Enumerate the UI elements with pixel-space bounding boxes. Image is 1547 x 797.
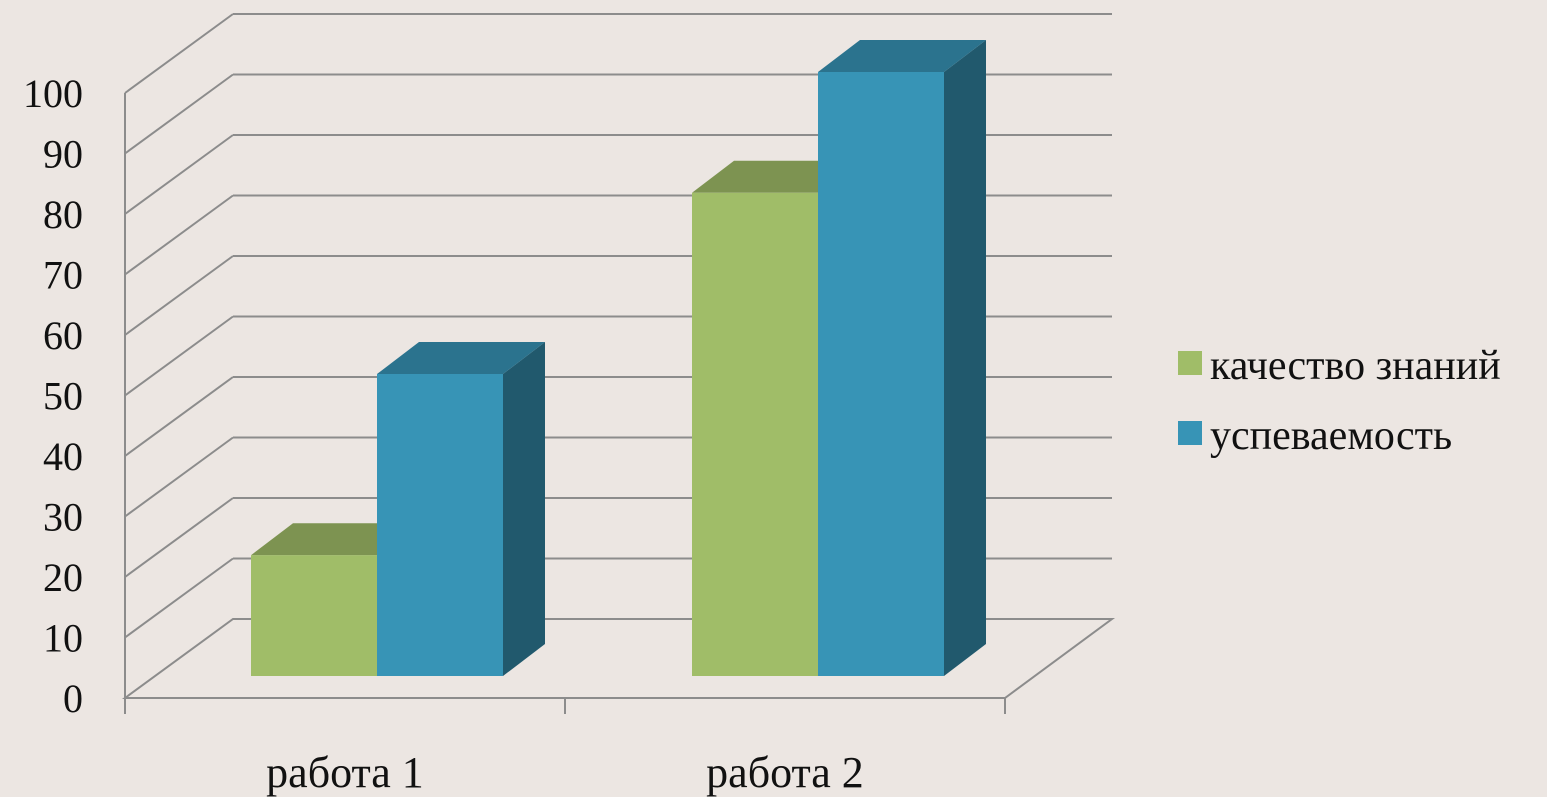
legend-swatch <box>1178 351 1202 375</box>
x-axis-labels: работа 1 работа 2 <box>266 748 864 797</box>
floor <box>121 618 1116 699</box>
bar-front <box>692 192 818 677</box>
y-tick-label: 20 <box>43 555 83 600</box>
bar-front <box>818 72 944 676</box>
y-tick-label: 0 <box>63 676 83 721</box>
y-tick-label: 70 <box>43 253 83 298</box>
bar-front <box>377 374 503 676</box>
legend-label: успеваемость <box>1210 413 1452 459</box>
bar-progress-2 <box>818 40 986 676</box>
bar-top <box>818 40 986 72</box>
x-category-label: работа 1 <box>266 748 424 797</box>
gridline-side <box>124 436 234 518</box>
legend: качество знаний успеваемость <box>1178 343 1501 459</box>
legend-label: качество знаний <box>1210 343 1501 389</box>
y-tick-label: 60 <box>43 313 83 358</box>
x-category-label: работа 2 <box>706 748 864 797</box>
bar-progress-1 <box>377 342 545 676</box>
gridline-side <box>124 73 234 155</box>
y-tick-label: 100 <box>23 71 83 116</box>
gridline-side <box>124 376 234 457</box>
bars <box>251 40 986 677</box>
bar-side <box>503 342 545 676</box>
gridline-side <box>124 134 234 215</box>
gridline-side <box>124 194 234 276</box>
gridline-side <box>124 497 234 578</box>
gridline-side <box>124 315 234 397</box>
y-tick-label: 30 <box>43 495 83 540</box>
bar-front <box>251 555 377 676</box>
y-tick-label: 10 <box>43 616 83 661</box>
gridline-side <box>124 255 234 336</box>
legend-swatch <box>1178 421 1202 445</box>
gridline-side <box>124 13 234 94</box>
gridline-side <box>124 557 234 639</box>
y-tick-label: 80 <box>43 192 83 237</box>
y-tick-label: 90 <box>43 132 83 177</box>
bar-top <box>377 342 545 374</box>
y-axis: 0 10 20 30 40 50 60 70 80 90 100 <box>23 71 1006 721</box>
y-tick-label: 50 <box>43 374 83 419</box>
bar-side <box>944 40 986 676</box>
y-tick-label: 40 <box>43 434 83 479</box>
